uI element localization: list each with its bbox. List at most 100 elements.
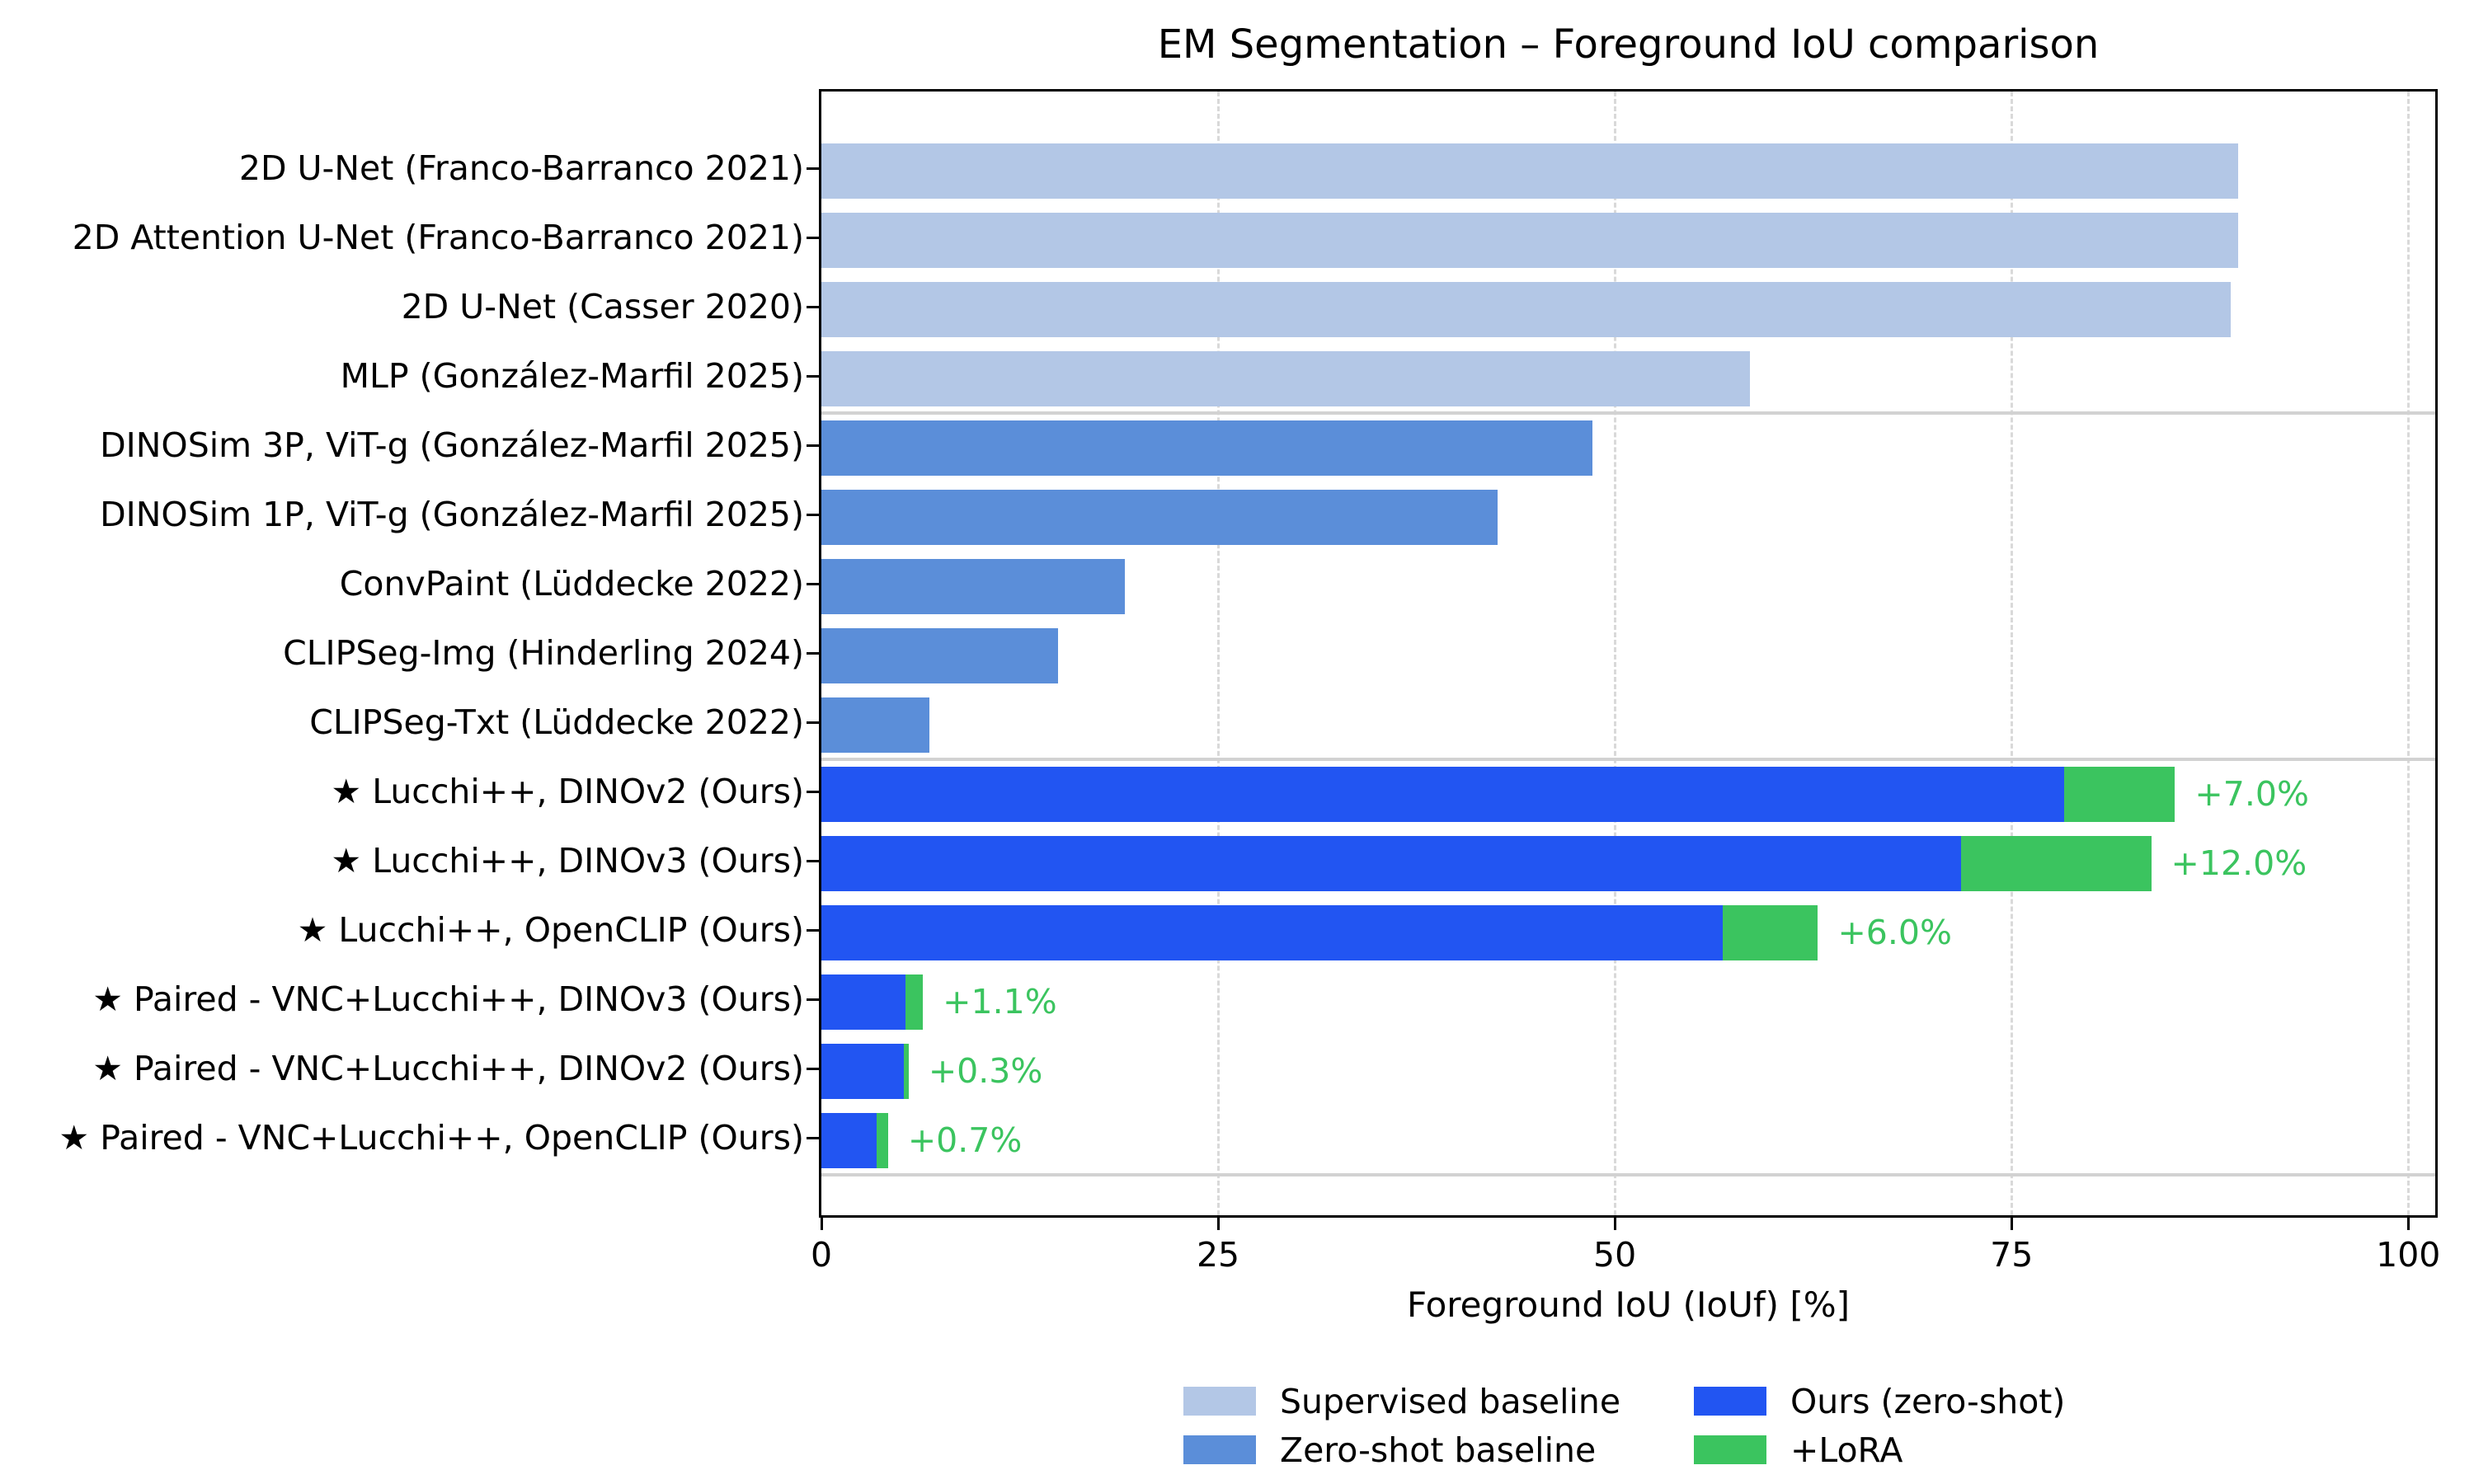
bar-lora-segment: [877, 1112, 888, 1168]
lora-gain-annotation: +0.7%: [907, 1120, 1023, 1160]
bar-row: [821, 482, 2435, 552]
bar-row: [821, 344, 2435, 413]
group-separator: [821, 411, 2435, 415]
bar-row: [821, 205, 2435, 275]
x-tick: [2406, 1218, 2410, 1230]
bar-lora-segment: [904, 1043, 909, 1099]
x-tick: [1216, 1218, 1220, 1230]
lora-gain-annotation: +0.3%: [928, 1051, 1043, 1091]
y-axis-labels: 2D U-Net (Franco-Barranco 2021) 2D Attent…: [0, 134, 804, 1172]
y-tick: [807, 1136, 819, 1139]
y-axis-label: ★ Lucchi++, DINOv2 (Ours): [331, 772, 804, 811]
gridline-100: [2406, 92, 2410, 1215]
bar-row: [821, 621, 2435, 690]
y-tick: [807, 513, 819, 516]
x-tick-label: 25: [1196, 1235, 1240, 1275]
bar-ours: [821, 1112, 877, 1168]
legend-label: Supervised baseline: [1280, 1381, 1621, 1421]
x-tick-label: 0: [810, 1235, 833, 1275]
bars-container: +7.0% +12.0% +6.0% +1.1% +0.3% +0.7%: [821, 136, 2435, 1175]
legend-swatch-supervised: [1183, 1387, 1256, 1416]
y-axis-label: ★ Lucchi++, OpenCLIP (Ours): [297, 910, 804, 950]
gridline-25: [1216, 92, 1220, 1215]
lora-gain-annotation: +1.1%: [943, 982, 1057, 1021]
y-tick: [807, 1067, 819, 1070]
y-tick: [807, 998, 819, 1001]
legend-label: Zero-shot baseline: [1280, 1430, 1597, 1470]
y-axis-label: ★ Paired - VNC+Lucchi++, OpenCLIP (Ours): [59, 1118, 804, 1158]
bar-supervised: [821, 212, 2239, 268]
y-axis-label: CLIPSeg-Txt (Lüddecke 2022): [309, 702, 804, 742]
bar-zeroshot: [821, 558, 1125, 614]
x-axis-label: Foreground IoU (IoUf) [%]: [1406, 1284, 1851, 1325]
legend-swatch-ours: [1694, 1387, 1766, 1416]
bar-zeroshot: [821, 627, 1058, 683]
bar-ours: [821, 1043, 905, 1099]
y-tick: [807, 236, 819, 239]
y-tick: [807, 582, 819, 585]
bar-ours: [821, 835, 1961, 891]
legend-item: Zero-shot baseline: [1183, 1430, 1694, 1470]
y-axis-label: ConvPaint (Lüddecke 2022): [339, 564, 804, 603]
x-tick: [2010, 1218, 2013, 1230]
group-separator: [821, 758, 2435, 761]
bar-ours: [821, 974, 905, 1030]
bar-supervised: [821, 281, 2231, 337]
y-tick: [807, 444, 819, 447]
lora-gain-annotation: +12.0%: [2171, 843, 2307, 883]
group-separator: [821, 1173, 2435, 1176]
y-tick: [807, 374, 819, 378]
lora-gain-annotation: +6.0%: [1837, 913, 1952, 952]
legend-item: +LoRA: [1694, 1430, 2065, 1470]
bar-row: +12.0%: [821, 829, 2435, 898]
bar-zeroshot: [821, 420, 1593, 476]
bar-row: [821, 552, 2435, 621]
y-tick: [807, 790, 819, 793]
y-axis-label: 2D Attention U-Net (Franco-Barranco 2021…: [72, 218, 804, 257]
legend-item: Supervised baseline: [1183, 1382, 1694, 1421]
y-axis-label: 2D U-Net (Casser 2020): [401, 287, 804, 326]
plot-area: +7.0% +12.0% +6.0% +1.1% +0.3% +0.7%: [819, 89, 2438, 1218]
y-axis-label: ★ Paired - VNC+Lucchi++, DINOv2 (Ours): [92, 1049, 804, 1088]
bar-row: +6.0%: [821, 898, 2435, 967]
y-tick: [807, 167, 819, 170]
y-tick: [807, 721, 819, 724]
bar-row: +1.1%: [821, 967, 2435, 1036]
legend-swatch-zeroshot: [1183, 1435, 1256, 1464]
y-axis-label: ★ Lucchi++, DINOv3 (Ours): [331, 841, 804, 881]
y-tick: [807, 859, 819, 862]
y-axis-label: CLIPSeg-Img (Hinderling 2024): [283, 633, 804, 673]
legend-item: Ours (zero-shot): [1694, 1382, 2065, 1421]
bar-supervised: [821, 143, 2239, 199]
bar-row: +7.0%: [821, 759, 2435, 829]
x-tick: [1613, 1218, 1616, 1230]
bar-row: +0.3%: [821, 1036, 2435, 1106]
bar-zeroshot: [821, 697, 929, 753]
bar-ours: [821, 904, 1723, 960]
y-tick: [807, 928, 819, 932]
legend-label: +LoRA: [1790, 1430, 1903, 1470]
y-axis-label: 2D U-Net (Franco-Barranco 2021): [238, 148, 804, 188]
legend-swatch-lora: [1694, 1435, 1766, 1464]
x-tick-label: 100: [2376, 1235, 2441, 1275]
bar-row: [821, 690, 2435, 759]
bar-lora-segment: [1722, 904, 1818, 960]
x-tick-label: 75: [1990, 1235, 2034, 1275]
bar-lora-segment: [2063, 766, 2175, 822]
legend: Supervised baseline Ours (zero-shot) Zero-…: [1183, 1377, 2065, 1474]
bar-ours: [821, 766, 2064, 822]
legend-label: Ours (zero-shot): [1790, 1381, 2066, 1421]
y-axis-label: ★ Paired - VNC+Lucchi++, DINOv3 (Ours): [92, 979, 804, 1019]
bar-row: +0.7%: [821, 1106, 2435, 1175]
y-tick: [807, 305, 819, 308]
bar-lora-segment: [1960, 835, 2152, 891]
gridline-50: [1613, 92, 1616, 1215]
bar-supervised: [821, 350, 1750, 406]
lora-gain-annotation: +7.0%: [2194, 774, 2309, 814]
bar-lora-segment: [905, 974, 924, 1030]
chart-title: EM Segmentation – Foreground IoU compari…: [1157, 21, 2100, 68]
x-tick: [820, 1218, 823, 1230]
y-axis-label: DINOSim 3P, ViT-g (González-Marfil 2025): [100, 425, 804, 465]
y-axis-label: DINOSim 1P, ViT-g (González-Marfil 2025): [100, 495, 804, 534]
